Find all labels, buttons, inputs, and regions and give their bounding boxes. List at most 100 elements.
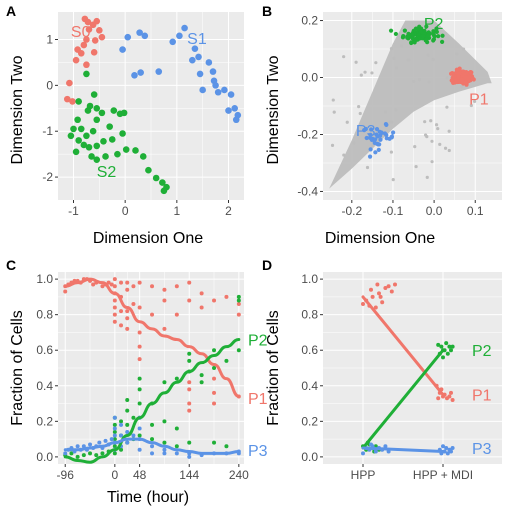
point-p2 bbox=[445, 351, 450, 356]
y-tick-label: 0 bbox=[46, 78, 53, 92]
point-p1 bbox=[112, 305, 117, 310]
y-tick-label: -0.2 bbox=[297, 127, 318, 141]
y-tick-label: 0.8 bbox=[301, 308, 318, 322]
group-label-p2: P2 bbox=[248, 333, 268, 350]
trend-line-p3 bbox=[63, 437, 241, 455]
point-p2 bbox=[125, 408, 130, 413]
point-s1 bbox=[214, 88, 222, 96]
point-p1 bbox=[212, 376, 217, 381]
point-p2 bbox=[112, 437, 117, 442]
point-p3 bbox=[374, 127, 380, 132]
point-s2 bbox=[100, 138, 107, 145]
point-p3 bbox=[162, 451, 167, 456]
point-p1 bbox=[119, 323, 124, 328]
y-tick-label: 0.0 bbox=[301, 71, 318, 85]
background-point bbox=[365, 165, 370, 170]
point-s1 bbox=[189, 56, 196, 64]
point-p1 bbox=[236, 312, 241, 317]
point-p2 bbox=[199, 380, 204, 385]
point-p1 bbox=[199, 305, 204, 310]
point-p3 bbox=[384, 132, 389, 138]
point-s2 bbox=[108, 136, 116, 143]
point-p3 bbox=[368, 147, 373, 152]
background-point bbox=[332, 110, 336, 114]
point-s2 bbox=[120, 109, 128, 117]
point-p2 bbox=[416, 27, 421, 32]
background-point bbox=[414, 164, 418, 169]
x-tick-label: HPP + MDI bbox=[413, 468, 473, 482]
background-point bbox=[352, 141, 356, 145]
point-p1 bbox=[109, 282, 114, 287]
point-s2 bbox=[93, 104, 101, 112]
point-s1 bbox=[124, 33, 132, 41]
point-p2 bbox=[212, 348, 217, 353]
trend-line-p3 bbox=[361, 446, 445, 454]
point-s1 bbox=[131, 71, 138, 79]
x-tick-label: 48 bbox=[133, 468, 147, 482]
point-s2 bbox=[67, 132, 75, 140]
point-s1 bbox=[227, 91, 235, 98]
point-p3 bbox=[384, 122, 389, 127]
point-s2 bbox=[83, 132, 90, 140]
point-s0 bbox=[69, 98, 76, 105]
point-p2 bbox=[100, 451, 105, 456]
point-p2 bbox=[236, 294, 241, 299]
point-p2 bbox=[162, 380, 167, 385]
panel-b-xlabel: Dimension One bbox=[325, 230, 435, 247]
point-p3 bbox=[112, 415, 117, 420]
point-s1 bbox=[169, 38, 176, 46]
point-p1 bbox=[106, 280, 111, 285]
point-p2 bbox=[434, 29, 439, 34]
y-tick-label: 0.6 bbox=[301, 343, 318, 357]
background-point bbox=[427, 80, 431, 84]
point-s2 bbox=[102, 153, 109, 160]
x-tick-label: 1 bbox=[173, 204, 180, 218]
point-p3 bbox=[373, 150, 378, 155]
point-s0 bbox=[83, 61, 90, 69]
trend-line-p1 bbox=[63, 277, 241, 398]
point-p2 bbox=[131, 415, 136, 420]
point-p1 bbox=[187, 408, 192, 413]
point-s2 bbox=[72, 148, 80, 156]
group-label-p2: P2 bbox=[424, 16, 444, 33]
background-point bbox=[394, 66, 399, 70]
x-tick-label: -1 bbox=[68, 204, 79, 218]
background-point bbox=[354, 60, 358, 64]
point-p1 bbox=[212, 390, 217, 395]
y-tick-label: 0.2 bbox=[301, 414, 318, 428]
background-point bbox=[357, 105, 361, 109]
point-s0 bbox=[77, 49, 85, 57]
x-tick-label: 0.0 bbox=[426, 204, 443, 218]
point-s2 bbox=[70, 125, 77, 133]
point-p2 bbox=[436, 342, 441, 347]
point-p1 bbox=[451, 74, 457, 79]
y-tick-label: 1 bbox=[46, 33, 53, 47]
background-point bbox=[358, 111, 362, 116]
point-s0 bbox=[85, 26, 93, 33]
point-p2 bbox=[162, 419, 167, 424]
x-tick-label: -0.1 bbox=[383, 204, 404, 218]
background-point bbox=[331, 98, 335, 102]
point-s1 bbox=[205, 59, 213, 66]
point-s1 bbox=[141, 32, 149, 40]
point-p1 bbox=[125, 280, 130, 285]
point-s1 bbox=[231, 104, 238, 112]
point-s2 bbox=[85, 143, 93, 151]
background-point bbox=[444, 31, 448, 36]
background-point bbox=[430, 139, 434, 143]
point-p2 bbox=[434, 26, 439, 31]
point-s2 bbox=[132, 147, 139, 154]
point-p2 bbox=[112, 451, 117, 456]
point-p3 bbox=[377, 129, 382, 134]
point-s1 bbox=[181, 24, 188, 32]
background-point bbox=[438, 142, 442, 146]
point-p3 bbox=[112, 433, 117, 438]
point-s0 bbox=[72, 56, 80, 64]
point-p3 bbox=[187, 454, 192, 459]
point-p1 bbox=[119, 280, 124, 285]
panel-letter-d: D bbox=[262, 257, 272, 273]
point-p1 bbox=[455, 79, 460, 85]
point-p1 bbox=[212, 298, 217, 303]
point-p1 bbox=[373, 305, 378, 310]
point-p2 bbox=[212, 440, 217, 445]
